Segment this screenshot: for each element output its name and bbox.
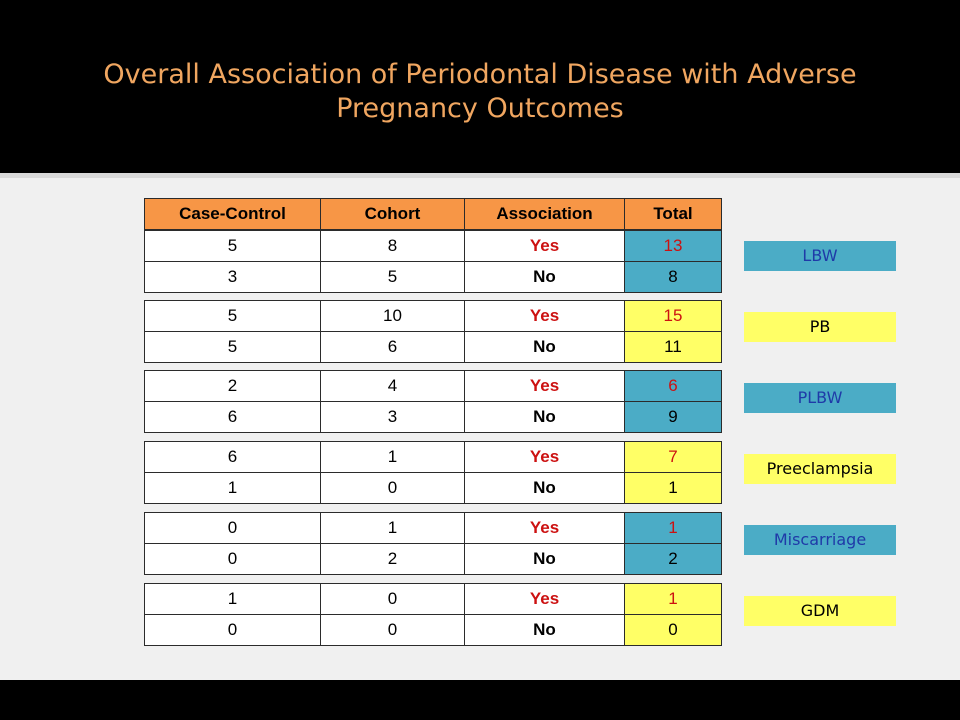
cohort-cell: 3 (320, 401, 465, 433)
header-association: Association (464, 198, 625, 230)
case-control-cell: 0 (144, 614, 321, 646)
table-row: 0 2 No 2 (144, 543, 722, 575)
case-control-cell: 5 (144, 230, 321, 262)
group-table-plbw: 2 4 Yes 6 6 3 No 9 (144, 370, 722, 433)
table-row: 6 1 Yes 7 (144, 441, 722, 473)
total-cell: 2 (624, 543, 722, 575)
title-divider (0, 173, 960, 178)
cohort-cell: 4 (320, 370, 465, 402)
total-cell: 1 (624, 583, 722, 615)
cohort-cell: 1 (320, 441, 465, 473)
case-control-cell: 1 (144, 472, 321, 504)
cohort-cell: 0 (320, 583, 465, 615)
total-cell: 13 (624, 230, 722, 262)
case-control-cell: 5 (144, 331, 321, 363)
association-cell: Yes (464, 300, 625, 332)
table-row: 1 0 Yes 1 (144, 583, 722, 615)
label-pb: PB (744, 312, 896, 342)
cohort-cell: 0 (320, 472, 465, 504)
table-row: 6 3 No 9 (144, 401, 722, 433)
title-line-2: Pregnancy Outcomes (336, 93, 624, 124)
total-cell: 1 (624, 512, 722, 544)
total-cell: 1 (624, 472, 722, 504)
table-row: 5 10 Yes 15 (144, 300, 722, 332)
cohort-cell: 1 (320, 512, 465, 544)
cohort-cell: 5 (320, 261, 465, 293)
group-table-miscarriage: 0 1 Yes 1 0 2 No 2 (144, 512, 722, 575)
label-miscarriage: Miscarriage (744, 525, 896, 555)
association-cell: No (464, 614, 625, 646)
table-row: 0 1 Yes 1 (144, 512, 722, 544)
association-cell: No (464, 543, 625, 575)
association-cell: No (464, 472, 625, 504)
association-cell: Yes (464, 512, 625, 544)
table-row: 0 0 No 0 (144, 614, 722, 646)
group-table-lbw: 5 8 Yes 13 3 5 No 8 (144, 230, 722, 293)
label-plbw: PLBW (744, 383, 896, 413)
table-row: 5 8 Yes 13 (144, 230, 722, 262)
content-area: Case-Control Cohort Association Total 5 … (0, 178, 960, 680)
cohort-cell: 0 (320, 614, 465, 646)
association-cell: Yes (464, 230, 625, 262)
table-row: 3 5 No 8 (144, 261, 722, 293)
case-control-cell: 0 (144, 543, 321, 575)
cohort-cell: 6 (320, 331, 465, 363)
association-cell: No (464, 261, 625, 293)
slide-title: Overall Association of Periodontal Disea… (0, 58, 960, 126)
total-cell: 7 (624, 441, 722, 473)
association-cell: No (464, 401, 625, 433)
group-table-gdm: 1 0 Yes 1 0 0 No 0 (144, 583, 722, 646)
association-cell: No (464, 331, 625, 363)
cohort-cell: 10 (320, 300, 465, 332)
association-cell: Yes (464, 441, 625, 473)
title-line-1: Overall Association of Periodontal Disea… (103, 59, 857, 90)
total-cell: 11 (624, 331, 722, 363)
cohort-cell: 8 (320, 230, 465, 262)
group-table-pb: 5 10 Yes 15 5 6 No 11 (144, 300, 722, 363)
label-preeclampsia: Preeclampsia (744, 454, 896, 484)
header-table: Case-Control Cohort Association Total (144, 198, 722, 230)
total-cell: 15 (624, 300, 722, 332)
total-cell: 0 (624, 614, 722, 646)
group-table-preeclampsia: 6 1 Yes 7 1 0 No 1 (144, 441, 722, 504)
cohort-cell: 2 (320, 543, 465, 575)
table-row: 2 4 Yes 6 (144, 370, 722, 402)
total-cell: 9 (624, 401, 722, 433)
case-control-cell: 1 (144, 583, 321, 615)
footer-bar (0, 680, 960, 720)
case-control-cell: 3 (144, 261, 321, 293)
label-lbw: LBW (744, 241, 896, 271)
association-cell: Yes (464, 583, 625, 615)
case-control-cell: 2 (144, 370, 321, 402)
header-cohort: Cohort (320, 198, 465, 230)
header-total: Total (624, 198, 722, 230)
association-cell: Yes (464, 370, 625, 402)
case-control-cell: 6 (144, 401, 321, 433)
table-row: 5 6 No 11 (144, 331, 722, 363)
case-control-cell: 6 (144, 441, 321, 473)
total-cell: 8 (624, 261, 722, 293)
header-row: Case-Control Cohort Association Total (144, 198, 722, 230)
case-control-cell: 0 (144, 512, 321, 544)
table-row: 1 0 No 1 (144, 472, 722, 504)
total-cell: 6 (624, 370, 722, 402)
header-case-control: Case-Control (144, 198, 321, 230)
case-control-cell: 5 (144, 300, 321, 332)
label-gdm: GDM (744, 596, 896, 626)
